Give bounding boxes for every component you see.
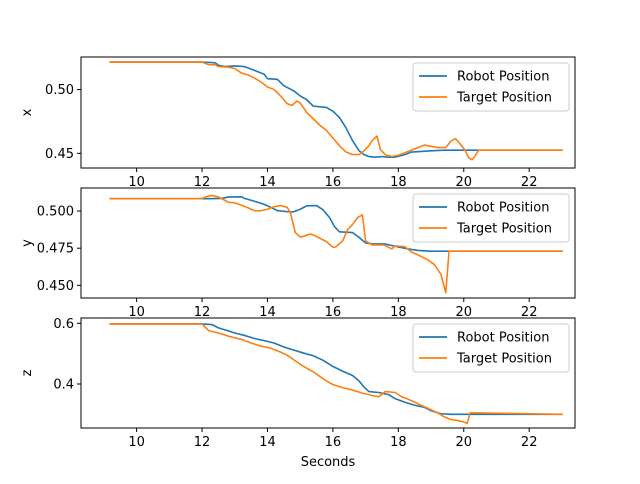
- y-tick-label: 0.45: [45, 147, 74, 162]
- x-tick-label: 12: [194, 175, 211, 190]
- x-tick-label: 10: [128, 175, 145, 190]
- series-line-robot-position: [109, 195, 563, 252]
- y-axis-label: z: [20, 369, 35, 376]
- legend: Robot Position Target Position: [412, 323, 570, 373]
- x-tick-label: 18: [390, 175, 407, 190]
- axes-frame: [80, 56, 576, 169]
- y-tick-label: 0.500: [37, 205, 74, 220]
- x-tick-label: 16: [325, 305, 342, 320]
- legend: Robot Position Target Position: [412, 193, 570, 243]
- legend-label-robot-position: Robot Position: [457, 70, 549, 85]
- y-tick-label: 0.6: [53, 317, 74, 332]
- y-axis-label: x: [20, 108, 35, 116]
- legend: Robot Position Target Position: [412, 62, 570, 112]
- x-tick-label: 10: [128, 305, 145, 320]
- y-tick-label: 0.450: [37, 279, 74, 294]
- series-line-robot-position: [109, 61, 563, 158]
- legend-label-target-position: Target Position: [456, 222, 552, 237]
- y-tick-label: 0.475: [37, 242, 74, 257]
- x-tick-label: 10: [128, 435, 145, 450]
- x-tick-label: 22: [521, 435, 538, 450]
- x-tick-label: 20: [455, 175, 472, 190]
- x-axis-label: Seconds: [301, 455, 356, 470]
- x-tick-label: 16: [325, 175, 342, 190]
- legend-label-target-position: Target Position: [456, 91, 552, 106]
- series-line-target-position: [109, 194, 563, 294]
- axes-frame: [80, 187, 576, 299]
- legend-box: [412, 62, 570, 112]
- subplot-z: 10 12 14 16 18 20 22 0.4 0.6 z Seconds Robot Positi…: [20, 317, 576, 470]
- y-tick-label: 0.4: [53, 378, 74, 393]
- subplot-y: 10 12 14 16 18 20 22 0.450 0.475 0.500 y Robot Posi…: [20, 187, 576, 320]
- x-tick-label: 18: [390, 435, 407, 450]
- legend-box: [412, 323, 570, 373]
- x-tick-label: 20: [455, 435, 472, 450]
- x-tick-label: 16: [325, 435, 342, 450]
- x-tick-label: 22: [521, 305, 538, 320]
- y-tick-label: 0.50: [45, 83, 74, 98]
- y-axis-label: y: [20, 239, 35, 247]
- x-tick-label: 14: [259, 435, 276, 450]
- series-line-target-position: [109, 323, 563, 425]
- x-tick-label: 20: [455, 305, 472, 320]
- legend-label-robot-position: Robot Position: [457, 331, 549, 346]
- legend-box: [412, 193, 570, 243]
- x-tick-label: 12: [194, 305, 211, 320]
- x-tick-label: 12: [194, 435, 211, 450]
- x-tick-label: 18: [390, 305, 407, 320]
- legend-label-target-position: Target Position: [456, 352, 552, 367]
- axes-frame: [80, 317, 576, 429]
- legend-label-robot-position: Robot Position: [457, 201, 549, 216]
- series-line-target-position: [109, 61, 563, 161]
- subplot-x: 10 12 14 16 18 20 22 0.45 0.50 x Robot Position Tar…: [20, 56, 576, 190]
- x-tick-label: 14: [259, 305, 276, 320]
- series-line-robot-position: [109, 323, 563, 416]
- x-tick-label: 14: [259, 175, 276, 190]
- x-tick-label: 22: [521, 175, 538, 190]
